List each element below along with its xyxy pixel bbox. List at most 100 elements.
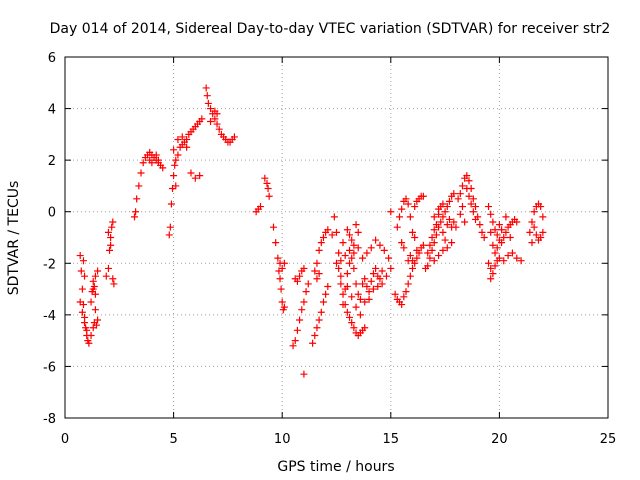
data-point xyxy=(313,259,321,267)
data-point xyxy=(354,228,362,236)
data-point xyxy=(132,208,140,216)
data-point xyxy=(352,221,360,229)
data-point xyxy=(402,195,410,203)
data-point xyxy=(339,239,347,247)
data-point xyxy=(480,234,488,241)
data-point xyxy=(354,244,362,252)
data-point xyxy=(402,288,410,296)
data-point xyxy=(400,293,408,301)
data-point xyxy=(409,257,417,265)
data-point xyxy=(230,133,238,141)
data-point xyxy=(133,195,141,203)
data-point xyxy=(495,254,503,262)
data-point xyxy=(89,277,97,285)
data-point xyxy=(409,228,417,236)
data-point xyxy=(395,213,403,221)
data-point xyxy=(359,254,367,262)
y-tick-label: -4 xyxy=(43,309,56,324)
data-point xyxy=(463,172,471,180)
data-point xyxy=(207,105,215,113)
data-point xyxy=(445,215,453,223)
data-point xyxy=(513,254,521,262)
data-point xyxy=(400,244,408,252)
data-point xyxy=(183,143,191,151)
data-point xyxy=(419,192,427,200)
data-point xyxy=(393,223,401,231)
data-point xyxy=(317,308,325,316)
data-point xyxy=(528,239,536,247)
data-point xyxy=(365,295,373,303)
grid xyxy=(65,57,608,418)
data-point xyxy=(152,151,160,159)
data-point xyxy=(172,182,180,190)
data-point xyxy=(77,267,85,275)
data-point xyxy=(372,264,380,272)
data-point xyxy=(398,205,406,213)
data-point xyxy=(109,275,117,283)
data-point xyxy=(398,301,406,309)
data-point xyxy=(419,241,427,249)
data-point xyxy=(352,280,360,288)
data-point xyxy=(104,228,112,236)
data-point xyxy=(469,208,477,216)
data-point xyxy=(315,316,323,324)
data-point xyxy=(277,285,285,293)
y-tick-label: -6 xyxy=(43,360,56,375)
data-point xyxy=(76,298,84,306)
data-point xyxy=(300,264,308,272)
data-point xyxy=(172,156,180,164)
data-point xyxy=(513,218,521,226)
data-point xyxy=(430,213,438,221)
data-point xyxy=(131,213,139,221)
data-point xyxy=(472,215,480,223)
data-point xyxy=(265,192,273,200)
data-point xyxy=(319,234,327,241)
data-point xyxy=(530,223,538,231)
data-point xyxy=(424,262,432,270)
data-point xyxy=(404,280,412,288)
data-point xyxy=(430,226,438,234)
data-point xyxy=(350,264,358,272)
data-point xyxy=(207,117,215,125)
axis-ticks: 0 5 10 15 20 25 -8 -6 -4 -2 0 2 4 6 xyxy=(43,51,616,447)
data-point xyxy=(213,110,221,118)
data-point xyxy=(487,264,495,272)
data-point xyxy=(439,228,447,236)
data-point xyxy=(411,234,419,241)
data-point xyxy=(341,252,349,260)
data-point xyxy=(311,267,319,275)
data-point xyxy=(346,246,354,254)
data-point xyxy=(361,275,369,283)
data-point xyxy=(539,228,547,236)
data-point xyxy=(102,272,110,280)
data-point xyxy=(165,231,173,239)
data-point xyxy=(91,272,99,280)
data-point xyxy=(500,257,508,265)
data-point xyxy=(361,298,369,306)
data-point xyxy=(215,125,223,133)
data-point xyxy=(330,213,338,221)
y-tick-label: -2 xyxy=(43,257,56,272)
data-point xyxy=(293,277,301,285)
data-point xyxy=(491,249,499,257)
data-point xyxy=(106,246,114,254)
data-point xyxy=(476,221,484,229)
data-point xyxy=(424,249,432,257)
data-point xyxy=(278,298,286,306)
data-point xyxy=(493,244,501,252)
data-point xyxy=(376,241,384,249)
data-point xyxy=(348,319,356,327)
data-point xyxy=(309,339,317,347)
data-point xyxy=(178,133,186,141)
data-point xyxy=(270,223,278,231)
data-point xyxy=(500,234,508,241)
data-point xyxy=(456,190,464,198)
data-point xyxy=(324,226,332,234)
data-point xyxy=(350,241,358,249)
data-point xyxy=(337,280,345,288)
data-point xyxy=(296,272,304,280)
data-point xyxy=(356,311,364,319)
plot-frame xyxy=(64,56,609,419)
data-point xyxy=(508,249,516,257)
